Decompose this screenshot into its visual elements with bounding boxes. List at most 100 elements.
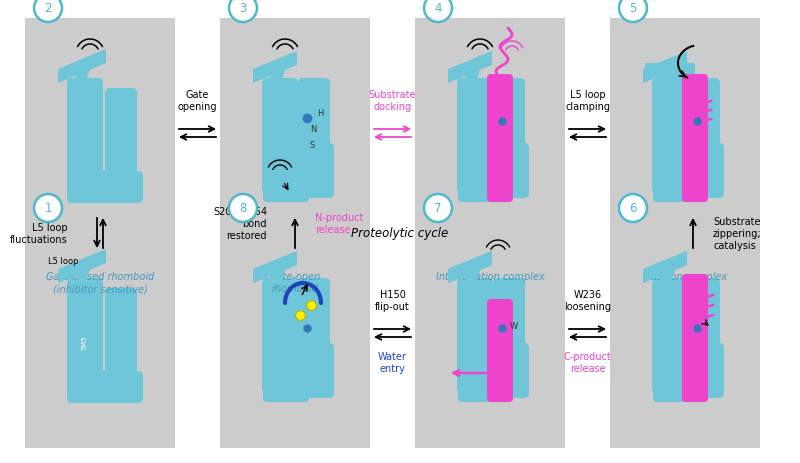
FancyBboxPatch shape (458, 176, 504, 203)
Polygon shape (269, 263, 287, 283)
FancyBboxPatch shape (653, 376, 699, 402)
Polygon shape (464, 263, 482, 283)
FancyBboxPatch shape (262, 278, 298, 393)
Text: Water
entry: Water entry (378, 351, 407, 374)
Bar (220, 219, 370, 448)
Text: Scission complex: Scission complex (643, 271, 727, 282)
Text: N-product
release: N-product release (315, 213, 363, 235)
Polygon shape (645, 64, 695, 79)
FancyBboxPatch shape (688, 278, 720, 358)
Text: L5 loop
fluctuations: L5 loop fluctuations (10, 222, 68, 244)
Polygon shape (75, 262, 93, 283)
Polygon shape (253, 251, 297, 283)
FancyBboxPatch shape (262, 79, 298, 194)
Polygon shape (659, 263, 677, 283)
Text: Gate-open
rhomboid: Gate-open rhomboid (270, 271, 321, 294)
Polygon shape (665, 77, 677, 84)
Bar (220, 19, 370, 249)
Polygon shape (269, 263, 287, 283)
Polygon shape (253, 251, 297, 283)
Circle shape (424, 0, 452, 23)
FancyBboxPatch shape (688, 79, 720, 159)
Text: 3: 3 (239, 2, 246, 15)
FancyBboxPatch shape (682, 144, 724, 199)
FancyBboxPatch shape (292, 144, 334, 199)
FancyBboxPatch shape (682, 343, 724, 398)
Bar (25, 219, 175, 448)
FancyBboxPatch shape (105, 288, 137, 383)
FancyBboxPatch shape (292, 343, 334, 398)
Text: 2: 2 (44, 2, 52, 15)
FancyBboxPatch shape (682, 75, 708, 203)
Circle shape (229, 194, 257, 223)
Text: L5 loop
clamping: L5 loop clamping (565, 89, 610, 112)
Text: Substrate
docking: Substrate docking (369, 89, 416, 112)
FancyBboxPatch shape (263, 376, 309, 402)
FancyBboxPatch shape (67, 172, 143, 204)
Text: 6: 6 (630, 202, 637, 215)
Bar (415, 19, 565, 249)
FancyBboxPatch shape (67, 371, 143, 403)
Text: H: H (317, 109, 323, 118)
Text: 4: 4 (434, 2, 442, 15)
Bar (610, 219, 760, 448)
Text: S201-H254
bond
restored: S201-H254 bond restored (213, 206, 267, 241)
Polygon shape (58, 250, 106, 283)
Polygon shape (464, 64, 482, 84)
Text: W: W (510, 321, 518, 330)
FancyBboxPatch shape (298, 278, 330, 358)
Text: Gate
opening: Gate opening (178, 89, 218, 112)
Polygon shape (643, 251, 687, 283)
Bar (25, 19, 175, 249)
Circle shape (34, 194, 62, 223)
Bar (610, 19, 760, 249)
Polygon shape (269, 64, 287, 84)
Text: H150
flip-out: H150 flip-out (375, 289, 410, 311)
Polygon shape (659, 64, 677, 84)
FancyBboxPatch shape (487, 343, 529, 398)
FancyBboxPatch shape (487, 144, 529, 199)
Polygon shape (58, 50, 106, 84)
FancyBboxPatch shape (458, 376, 504, 402)
FancyBboxPatch shape (263, 176, 309, 203)
FancyBboxPatch shape (487, 75, 513, 203)
Polygon shape (643, 251, 687, 283)
Text: Substrate
zippering;
catalysis: Substrate zippering; catalysis (713, 216, 762, 251)
Text: Gate-closed rhomboid
(inhibitor sensitive): Gate-closed rhomboid (inhibitor sensitiv… (46, 271, 154, 294)
Text: 8: 8 (239, 202, 246, 215)
FancyBboxPatch shape (493, 278, 525, 358)
FancyBboxPatch shape (67, 278, 103, 393)
Polygon shape (464, 263, 482, 283)
Text: Interrogation complex: Interrogation complex (436, 271, 544, 282)
Text: W236
loosening: W236 loosening (564, 289, 611, 311)
Circle shape (619, 0, 647, 23)
Text: N: N (310, 125, 316, 134)
Text: TM5: TM5 (82, 336, 88, 350)
FancyBboxPatch shape (457, 79, 493, 194)
Circle shape (34, 0, 62, 23)
FancyBboxPatch shape (493, 79, 525, 159)
FancyBboxPatch shape (262, 278, 298, 393)
FancyBboxPatch shape (682, 275, 708, 402)
Text: 1: 1 (44, 202, 52, 215)
Bar (415, 219, 565, 448)
FancyBboxPatch shape (652, 278, 688, 393)
Polygon shape (643, 52, 687, 84)
Polygon shape (448, 251, 492, 283)
Text: 7: 7 (434, 202, 442, 215)
Polygon shape (659, 263, 677, 283)
Text: 5: 5 (630, 2, 637, 15)
FancyBboxPatch shape (105, 89, 137, 184)
Polygon shape (448, 52, 492, 84)
FancyBboxPatch shape (67, 79, 103, 194)
Circle shape (424, 194, 452, 223)
Circle shape (619, 194, 647, 223)
Circle shape (229, 0, 257, 23)
Polygon shape (253, 52, 297, 84)
Text: Proteolytic cycle: Proteolytic cycle (351, 227, 449, 240)
FancyBboxPatch shape (653, 176, 699, 203)
FancyBboxPatch shape (652, 79, 688, 194)
FancyBboxPatch shape (457, 278, 493, 393)
Polygon shape (448, 251, 492, 283)
Polygon shape (75, 62, 93, 84)
